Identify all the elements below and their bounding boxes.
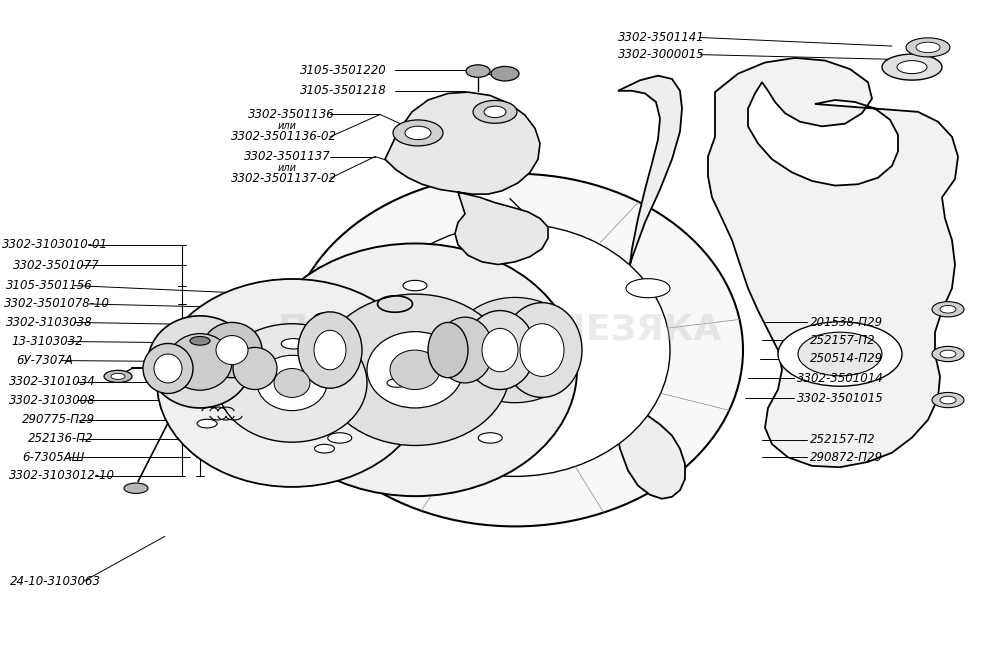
Ellipse shape bbox=[287, 174, 743, 526]
Ellipse shape bbox=[491, 66, 519, 81]
Ellipse shape bbox=[298, 312, 362, 388]
Ellipse shape bbox=[403, 280, 427, 291]
Text: 3302-3501136: 3302-3501136 bbox=[248, 108, 335, 121]
Ellipse shape bbox=[798, 332, 882, 376]
Ellipse shape bbox=[257, 355, 327, 411]
Ellipse shape bbox=[520, 324, 564, 376]
Ellipse shape bbox=[477, 318, 553, 382]
Text: 252136-П2: 252136-П2 bbox=[28, 432, 94, 445]
Ellipse shape bbox=[466, 65, 490, 77]
Ellipse shape bbox=[482, 328, 518, 372]
Text: 3302-3501078-10: 3302-3501078-10 bbox=[4, 297, 110, 311]
Ellipse shape bbox=[197, 338, 217, 347]
Text: 6У-7307А: 6У-7307А bbox=[16, 354, 73, 367]
Ellipse shape bbox=[217, 324, 367, 442]
Text: 3302-3501141: 3302-3501141 bbox=[618, 31, 705, 44]
Ellipse shape bbox=[111, 373, 125, 380]
Ellipse shape bbox=[387, 378, 407, 388]
Ellipse shape bbox=[465, 311, 535, 390]
Polygon shape bbox=[165, 330, 415, 409]
Ellipse shape bbox=[314, 313, 334, 322]
Ellipse shape bbox=[390, 350, 440, 390]
Ellipse shape bbox=[320, 294, 510, 445]
Ellipse shape bbox=[154, 354, 182, 383]
Ellipse shape bbox=[202, 322, 262, 378]
Text: 3302-3501015: 3302-3501015 bbox=[797, 392, 884, 405]
Ellipse shape bbox=[253, 243, 577, 496]
Ellipse shape bbox=[197, 419, 217, 428]
Ellipse shape bbox=[525, 339, 549, 349]
Text: или: или bbox=[278, 163, 297, 173]
Ellipse shape bbox=[216, 336, 248, 365]
Ellipse shape bbox=[478, 433, 502, 443]
Ellipse shape bbox=[393, 120, 443, 146]
Ellipse shape bbox=[778, 322, 902, 386]
Polygon shape bbox=[612, 76, 685, 499]
Text: 3302-3101034: 3302-3101034 bbox=[9, 375, 96, 388]
Text: 250514-П29: 250514-П29 bbox=[810, 352, 883, 365]
Ellipse shape bbox=[940, 305, 956, 313]
Ellipse shape bbox=[148, 316, 252, 408]
Text: 3302-3103012-10: 3302-3103012-10 bbox=[9, 469, 115, 482]
Text: 252157-П2: 252157-П2 bbox=[810, 433, 876, 446]
Ellipse shape bbox=[626, 279, 670, 297]
Ellipse shape bbox=[190, 336, 210, 345]
Text: 3302-3103010-01: 3302-3103010-01 bbox=[2, 238, 108, 251]
Text: 3105-3501218: 3105-3501218 bbox=[300, 84, 387, 97]
Ellipse shape bbox=[932, 346, 964, 362]
Ellipse shape bbox=[882, 54, 942, 80]
Polygon shape bbox=[708, 58, 958, 467]
Text: 201538-П29: 201538-П29 bbox=[810, 316, 883, 329]
Ellipse shape bbox=[502, 303, 582, 397]
Ellipse shape bbox=[428, 322, 468, 378]
Ellipse shape bbox=[916, 42, 940, 53]
Text: 3302-3501014: 3302-3501014 bbox=[797, 372, 884, 385]
Text: 290775-П29: 290775-П29 bbox=[22, 413, 95, 426]
Text: 3302-3501137: 3302-3501137 bbox=[244, 150, 331, 163]
Ellipse shape bbox=[940, 350, 956, 358]
Text: 3105-3501220: 3105-3501220 bbox=[300, 64, 387, 77]
Ellipse shape bbox=[233, 347, 277, 390]
Ellipse shape bbox=[314, 444, 334, 453]
Ellipse shape bbox=[124, 483, 148, 494]
Ellipse shape bbox=[473, 101, 517, 123]
Text: 3105-3501156: 3105-3501156 bbox=[6, 279, 93, 292]
Text: 3302-3501077: 3302-3501077 bbox=[13, 259, 100, 272]
Ellipse shape bbox=[104, 370, 132, 382]
Text: 3302-3501137-02: 3302-3501137-02 bbox=[231, 172, 337, 185]
Ellipse shape bbox=[328, 433, 352, 443]
Ellipse shape bbox=[450, 297, 580, 403]
Ellipse shape bbox=[168, 334, 232, 390]
Ellipse shape bbox=[484, 106, 506, 118]
Ellipse shape bbox=[932, 301, 964, 317]
Ellipse shape bbox=[314, 330, 346, 370]
Text: 13-3103032: 13-3103032 bbox=[11, 335, 83, 348]
Ellipse shape bbox=[906, 38, 950, 57]
Ellipse shape bbox=[367, 332, 463, 408]
Ellipse shape bbox=[360, 224, 670, 476]
Ellipse shape bbox=[932, 392, 964, 408]
Ellipse shape bbox=[405, 126, 431, 139]
Text: или: или bbox=[278, 121, 297, 132]
Ellipse shape bbox=[897, 61, 927, 74]
Text: 252157-П2: 252157-П2 bbox=[810, 334, 876, 347]
Ellipse shape bbox=[157, 279, 427, 487]
Text: 3302-3501136-02: 3302-3501136-02 bbox=[231, 130, 337, 143]
Text: ПЛАНЕТА ЖЕЛЕЗЯКА: ПЛАНЕТА ЖЕЛЕЗЯКА bbox=[278, 312, 722, 346]
Ellipse shape bbox=[940, 396, 956, 404]
Text: 24-10-3103063: 24-10-3103063 bbox=[10, 574, 101, 588]
Text: 290872-П29: 290872-П29 bbox=[810, 451, 883, 464]
Text: 3302-3103038: 3302-3103038 bbox=[6, 316, 93, 329]
Text: 3302-3000015: 3302-3000015 bbox=[618, 48, 705, 61]
Ellipse shape bbox=[274, 368, 310, 397]
Polygon shape bbox=[385, 92, 548, 265]
Text: 3302-3103008: 3302-3103008 bbox=[9, 393, 96, 407]
Ellipse shape bbox=[281, 339, 305, 349]
Text: 6-7305АШ: 6-7305АШ bbox=[22, 451, 84, 464]
Ellipse shape bbox=[437, 317, 493, 383]
Ellipse shape bbox=[143, 343, 193, 393]
